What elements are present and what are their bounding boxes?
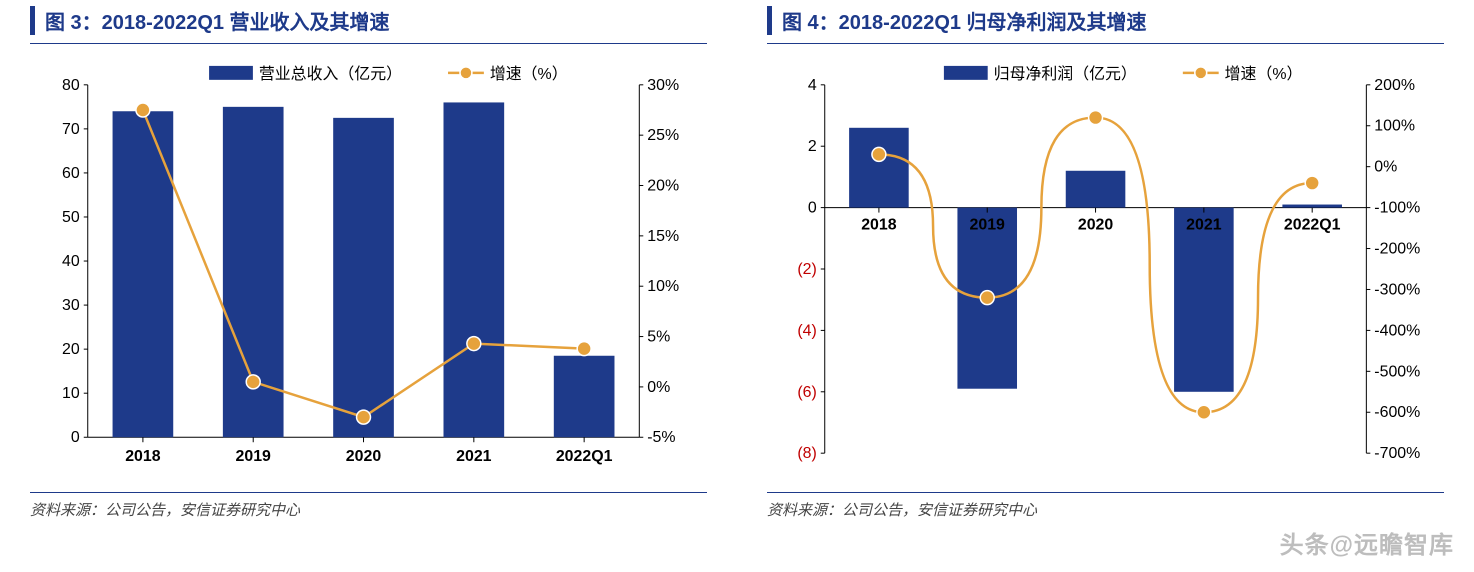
svg-text:2018: 2018 [861,217,897,234]
svg-text:20: 20 [62,341,80,358]
svg-text:2022Q1: 2022Q1 [1284,217,1341,234]
svg-text:归母净利润（亿元）: 归母净利润（亿元） [994,65,1137,83]
svg-text:(8): (8) [797,445,816,462]
svg-text:0%: 0% [1374,159,1397,176]
svg-text:30%: 30% [647,77,679,94]
chart-source: 资料来源：公司公告，安信证券研究中心 [767,499,1444,520]
chart-area-revenue: 0 10 20 30 40 50 60 70 80 -5% 0% 5% 10% 15% 20% 25% 30% 2… [30,54,707,484]
svg-text:-600%: -600% [1374,404,1420,421]
svg-text:50: 50 [62,209,80,226]
svg-text:100%: 100% [1374,118,1415,135]
svg-text:2022Q1: 2022Q1 [556,448,613,465]
svg-text:2021: 2021 [1186,217,1222,234]
svg-text:-300%: -300% [1374,281,1420,298]
svg-text:5%: 5% [647,329,670,346]
svg-text:15%: 15% [647,228,679,245]
svg-text:2020: 2020 [346,448,382,465]
chart-title-bar: 图 4：2018-2022Q1 归母净利润及其增速 [767,0,1444,44]
svg-text:4: 4 [808,77,817,94]
chart-area-profit: 0 2 4 (2) (4) (6) (8) -700% -600% -500% -400% -300%… [767,54,1444,484]
chart-source-bar: 资料来源：公司公告，安信证券研究中心 [767,492,1444,520]
svg-text:-400%: -400% [1374,322,1420,339]
svg-text:2021: 2021 [456,448,492,465]
svg-text:2: 2 [808,138,817,155]
svg-text:0: 0 [71,429,80,446]
svg-text:0: 0 [808,200,817,217]
svg-text:-5%: -5% [647,429,675,446]
svg-text:-500%: -500% [1374,363,1420,380]
svg-text:营业总收入（亿元）: 营业总收入（亿元） [259,65,402,83]
svg-text:(4): (4) [797,322,816,339]
svg-text:30: 30 [62,297,80,314]
svg-text:-100%: -100% [1374,200,1420,217]
svg-text:-700%: -700% [1374,445,1420,462]
svg-text:10%: 10% [647,278,679,295]
watermark: 头条@远瞻智库 [1280,525,1454,560]
svg-text:40: 40 [62,253,80,270]
svg-text:增速（%）: 增速（%） [490,65,568,83]
chart-source-bar: 资料来源：公司公告，安信证券研究中心 [30,492,707,520]
svg-text:20%: 20% [647,177,679,194]
svg-text:增速（%）: 增速（%） [1225,65,1303,83]
svg-text:70: 70 [62,121,80,138]
chart-source: 资料来源：公司公告，安信证券研究中心 [30,499,707,520]
chart-title: 图 3：2018-2022Q1 营业收入及其增速 [30,6,707,35]
svg-text:2019: 2019 [236,448,272,465]
svg-text:0%: 0% [647,379,670,396]
svg-text:(2): (2) [797,261,816,278]
svg-text:10: 10 [62,385,80,402]
svg-text:80: 80 [62,77,80,94]
svg-text:2019: 2019 [970,217,1006,234]
chart-title-bar: 图 3：2018-2022Q1 营业收入及其增速 [30,0,707,44]
svg-text:2020: 2020 [1078,217,1114,234]
svg-text:-200%: -200% [1374,241,1420,258]
chart-panel-revenue: 图 3：2018-2022Q1 营业收入及其增速 0 10 20 30 40 50 60 70… [30,0,707,520]
svg-text:(6): (6) [797,384,816,401]
chart-title: 图 4：2018-2022Q1 归母净利润及其增速 [767,6,1444,35]
svg-text:2018: 2018 [125,448,161,465]
svg-text:200%: 200% [1374,77,1415,94]
chart-panel-profit: 图 4：2018-2022Q1 归母净利润及其增速 0 2 4 (2) (4) (6) (8… [767,0,1444,520]
svg-text:25%: 25% [647,127,679,144]
svg-text:60: 60 [62,165,80,182]
